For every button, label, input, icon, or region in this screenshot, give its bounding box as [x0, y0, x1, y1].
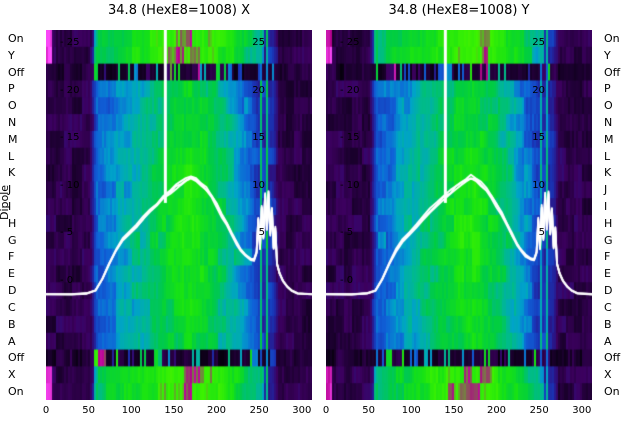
row-label: Y [8, 48, 15, 62]
row-label: On [604, 384, 620, 398]
row-label: M [8, 132, 18, 146]
x-axis-tick: 200 [206, 405, 227, 416]
row-label: A [604, 334, 612, 348]
row-label: L [8, 149, 15, 163]
row-label: Off [604, 351, 621, 365]
row-label: On [8, 384, 24, 398]
x-axis-tick: 200 [486, 405, 507, 416]
row-label: C [8, 300, 16, 314]
row-label: J [8, 183, 12, 197]
x-axis-tick: 50 [82, 405, 95, 416]
row-label: D [8, 284, 17, 298]
row-label: K [604, 166, 612, 180]
row-label: On [604, 31, 620, 45]
row-label: B [604, 317, 612, 331]
x-axis-tick: 300 [292, 405, 312, 416]
row-labels-right: On Y Off P O N M L K J I H G F E D C B A Off X On [604, 30, 638, 400]
row-label: N [8, 115, 17, 129]
x-axis-tick: 0 [42, 405, 50, 416]
x-axis-tick: 150 [164, 405, 184, 416]
x-axis-tick: 300 [572, 405, 592, 416]
row-label: O [8, 99, 17, 113]
x-axis-tick: 250 [249, 405, 269, 416]
row-label: N [604, 115, 613, 129]
row-label: B [8, 317, 16, 331]
row-label: H [604, 216, 613, 230]
x-axis-tick: 100 [401, 405, 421, 416]
left-panel-title: 34.8 (HexE8=1008) X [108, 3, 250, 18]
row-label: I [8, 200, 12, 214]
heatmap-panel-y [326, 30, 592, 400]
row-label: K [8, 166, 16, 180]
row-label: P [604, 82, 611, 96]
x-axis-ticks-left: 0 50 100 150 200 250 300 [42, 405, 312, 419]
x-axis-ticks-right: 0 50 100 150 200 250 300 [322, 405, 592, 419]
row-label: Off [604, 65, 621, 79]
row-label: G [8, 233, 17, 247]
row-label: L [604, 149, 611, 163]
x-axis-tick: 0 [322, 405, 330, 416]
row-labels-left: On Y Off P O N M L K J I H G F E D C B A Off X On [8, 30, 42, 400]
row-label: A [8, 334, 16, 348]
x-axis-tick: 150 [444, 405, 464, 416]
x-axis-tick: 50 [362, 405, 375, 416]
x-axis-tick: 100 [121, 405, 141, 416]
row-label: Off [8, 65, 25, 79]
row-label: E [604, 267, 611, 281]
row-label: M [604, 132, 614, 146]
row-label: P [8, 82, 15, 96]
row-label: D [604, 284, 613, 298]
row-label: F [8, 250, 15, 264]
row-label: E [8, 267, 15, 281]
row-label: Off [8, 351, 25, 365]
row-label: J [604, 183, 608, 197]
row-label: H [8, 216, 17, 230]
right-panel-title: 34.8 (HexE8=1008) Y [388, 3, 530, 18]
row-label: Y [604, 48, 611, 62]
row-label: F [604, 250, 611, 264]
row-label: O [604, 99, 613, 113]
row-label: G [604, 233, 613, 247]
x-axis-tick: 250 [529, 405, 549, 416]
row-label: On [8, 31, 24, 45]
row-label: X [604, 368, 612, 382]
heatmap-panel-x [46, 30, 312, 400]
row-label: C [604, 300, 612, 314]
row-label: X [8, 368, 16, 382]
row-label: I [604, 200, 608, 214]
